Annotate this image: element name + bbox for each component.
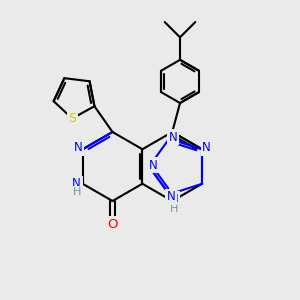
- Text: N: N: [202, 141, 211, 154]
- Text: N: N: [169, 130, 177, 144]
- Text: H: H: [72, 187, 81, 197]
- Text: N: N: [169, 193, 178, 206]
- Text: H: H: [169, 203, 178, 214]
- Text: S: S: [68, 112, 76, 125]
- Text: N: N: [74, 141, 82, 154]
- Text: N: N: [149, 158, 158, 172]
- Text: N: N: [167, 190, 175, 203]
- Text: O: O: [107, 218, 118, 231]
- Text: N: N: [72, 177, 81, 190]
